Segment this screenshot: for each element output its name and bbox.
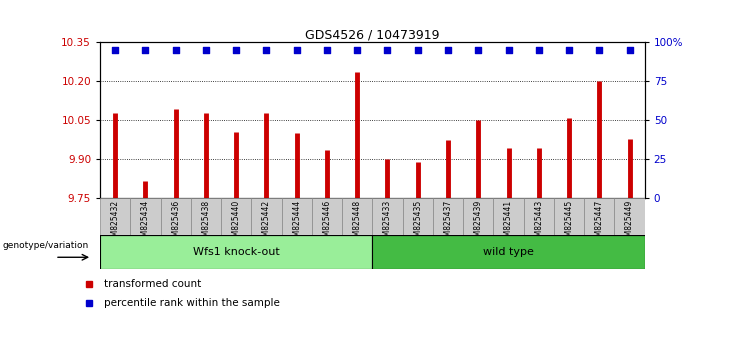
Text: GSM825440: GSM825440	[232, 200, 241, 246]
Bar	[463, 198, 494, 235]
Point	[321, 47, 333, 53]
Text: transformed count: transformed count	[104, 279, 201, 290]
Bar	[372, 198, 402, 235]
Point	[139, 47, 151, 53]
Text: GSM825439: GSM825439	[473, 200, 482, 246]
Title: GDS4526 / 10473919: GDS4526 / 10473919	[305, 28, 439, 41]
Bar	[614, 198, 645, 235]
Bar	[402, 198, 433, 235]
Point	[170, 47, 182, 53]
Text: GSM825447: GSM825447	[595, 200, 604, 246]
Bar	[191, 198, 221, 235]
Text: GSM825438: GSM825438	[202, 200, 210, 246]
Text: GSM825445: GSM825445	[565, 200, 574, 246]
Point	[594, 47, 605, 53]
Bar	[130, 198, 161, 235]
Bar	[554, 198, 584, 235]
Point	[200, 47, 212, 53]
Bar	[584, 198, 614, 235]
Text: GSM825446: GSM825446	[322, 200, 331, 246]
Point	[502, 47, 514, 53]
Text: Wfs1 knock-out: Wfs1 knock-out	[193, 247, 279, 257]
Point	[290, 47, 302, 53]
Bar	[342, 198, 372, 235]
Text: genotype/variation: genotype/variation	[2, 241, 88, 250]
Bar	[100, 198, 130, 235]
Text: GSM825432: GSM825432	[110, 200, 119, 246]
Point	[382, 47, 393, 53]
Point	[351, 47, 363, 53]
Text: GSM825443: GSM825443	[534, 200, 543, 246]
Text: GSM825437: GSM825437	[444, 200, 453, 246]
Bar	[433, 198, 463, 235]
Text: GSM825433: GSM825433	[383, 200, 392, 246]
Text: percentile rank within the sample: percentile rank within the sample	[104, 298, 279, 308]
Text: GSM825448: GSM825448	[353, 200, 362, 246]
Text: GSM825435: GSM825435	[413, 200, 422, 246]
Bar	[312, 198, 342, 235]
Point	[563, 47, 575, 53]
Text: GSM825444: GSM825444	[292, 200, 301, 246]
Text: GSM825442: GSM825442	[262, 200, 271, 246]
Point	[261, 47, 273, 53]
Point	[472, 47, 484, 53]
Bar	[524, 198, 554, 235]
Text: GSM825441: GSM825441	[504, 200, 513, 246]
Point	[533, 47, 545, 53]
Text: GSM825436: GSM825436	[171, 200, 180, 246]
Point	[412, 47, 424, 53]
Bar	[221, 198, 251, 235]
Text: GSM825449: GSM825449	[625, 200, 634, 246]
Text: wild type: wild type	[483, 247, 534, 257]
Bar	[161, 198, 191, 235]
Bar	[494, 198, 524, 235]
Point	[109, 47, 121, 53]
Bar	[100, 235, 373, 269]
Bar	[251, 198, 282, 235]
Text: GSM825434: GSM825434	[141, 200, 150, 246]
Bar	[372, 235, 645, 269]
Point	[624, 47, 636, 53]
Point	[442, 47, 454, 53]
Bar	[282, 198, 312, 235]
Point	[230, 47, 242, 53]
